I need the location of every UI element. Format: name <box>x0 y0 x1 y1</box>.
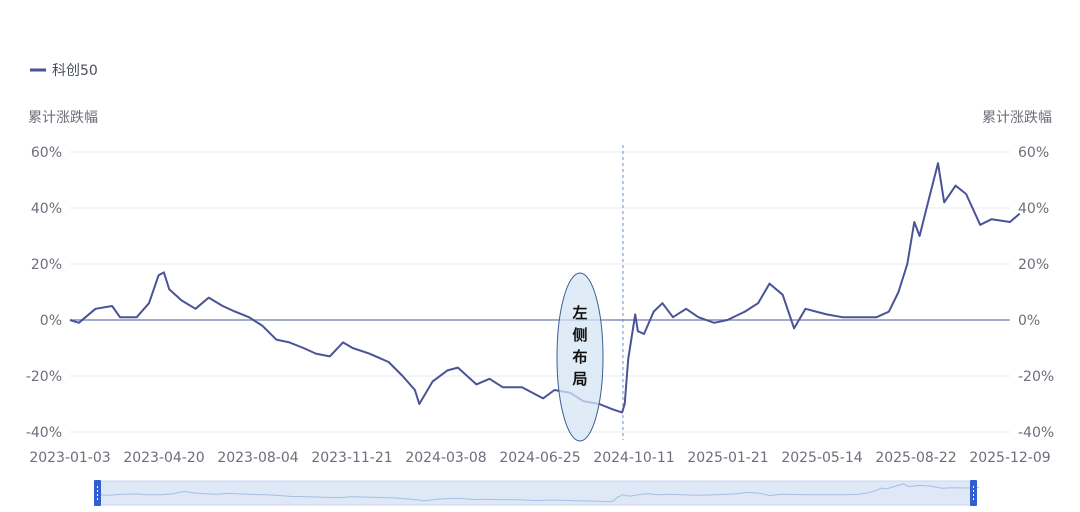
y-tick-label-right: 20% <box>1018 257 1049 273</box>
x-tick-label: 2024-10-11 <box>593 450 674 466</box>
x-tick-label: 2025-05-14 <box>781 450 862 466</box>
slider-handle-right[interactable] <box>970 480 977 506</box>
y-tick-label-left: -40% <box>26 425 62 441</box>
x-tick-label: 2023-08-04 <box>217 450 298 466</box>
slider-handle-left[interactable] <box>94 480 101 506</box>
x-tick-label: 2024-03-08 <box>405 450 486 466</box>
data-zoom-slider[interactable] <box>94 480 979 506</box>
x-tick-label: 2023-01-03 <box>29 450 110 466</box>
x-tick-labels: 2023-01-03 2023-04-20 2023-08-04 2023-11-21… <box>29 450 1050 466</box>
slider-preview-line <box>99 483 979 503</box>
gridlines <box>70 151 1010 433</box>
x-tick-label: 2025-01-21 <box>687 450 768 466</box>
y-tick-label-right: 40% <box>1018 201 1049 217</box>
annotation-char: 侧 <box>572 326 587 344</box>
y-tick-label-left: 0% <box>40 313 62 329</box>
annotation-char: 左 <box>571 304 587 322</box>
annotation-char: 局 <box>571 370 587 388</box>
y-tick-label-right: -40% <box>1018 425 1054 441</box>
y-axis-title-left: 累计涨跌幅 <box>28 110 98 126</box>
legend[interactable]: 科创50 <box>30 63 98 79</box>
x-tick-label: 2023-04-20 <box>123 450 204 466</box>
x-tick-label: 2025-08-22 <box>875 450 956 466</box>
y-tick-label-right: -20% <box>1018 369 1054 385</box>
x-tick-label: 2025-12-09 <box>969 450 1050 466</box>
x-tick-label: 2023-11-21 <box>311 450 392 466</box>
annotation-char: 布 <box>572 348 587 366</box>
y-tick-label-right: 60% <box>1018 145 1049 161</box>
y-tick-label-right: 0% <box>1018 313 1040 329</box>
annotation-ellipse <box>556 272 604 442</box>
y-tick-labels: 60% 60% 40% 40% 20% 20% 0% 0% -20% -20% -40% -40% <box>26 145 1054 441</box>
y-tick-label-left: 40% <box>31 201 62 217</box>
y-tick-label-left: -20% <box>26 369 62 385</box>
y-tick-label-left: 20% <box>31 257 62 273</box>
series-layer <box>69 162 1021 414</box>
x-tick-label: 2024-06-25 <box>499 450 580 466</box>
legend-label: 科创50 <box>52 63 98 79</box>
y-tick-label-left: 60% <box>31 145 62 161</box>
series-line-kechuang50 <box>69 162 1021 414</box>
y-axis-title-right: 累计涨跌幅 <box>982 110 1052 126</box>
